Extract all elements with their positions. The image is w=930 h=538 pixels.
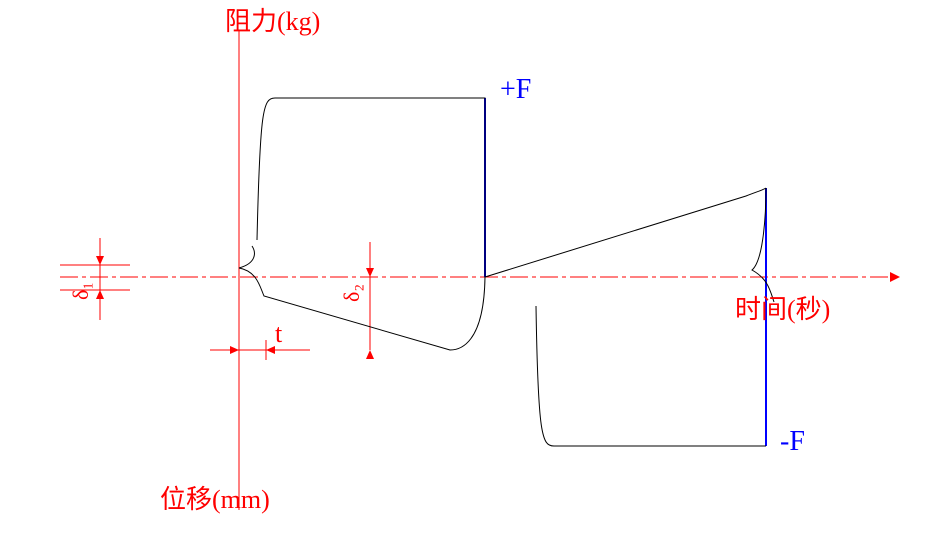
t-arrow-right xyxy=(266,346,275,354)
s2: δ₂ xyxy=(339,284,364,302)
s2-arrow-bot xyxy=(366,350,374,359)
x_axis_disp: 位移(mm) xyxy=(160,485,270,514)
s1-arrow-top xyxy=(96,256,104,265)
force-displacement-diagram: 阻力(kg) 时间(秒) 位移(mm) +F -F t δ₁ δ₂ xyxy=(0,0,930,538)
s1: δ₁ xyxy=(68,282,93,300)
t-arrow-left xyxy=(230,346,239,354)
s1-arrow-bot xyxy=(96,290,104,299)
minus_f: -F xyxy=(780,426,805,457)
plus_f: +F xyxy=(500,74,531,105)
curve-cycle-2 xyxy=(485,188,774,446)
t: t xyxy=(275,319,283,348)
y_axis: 阻力(kg) xyxy=(225,7,320,36)
x_axis_time: 时间(秒) xyxy=(735,295,830,324)
s2-arrow-top xyxy=(366,268,374,277)
curve-cycle-1 xyxy=(239,98,485,350)
